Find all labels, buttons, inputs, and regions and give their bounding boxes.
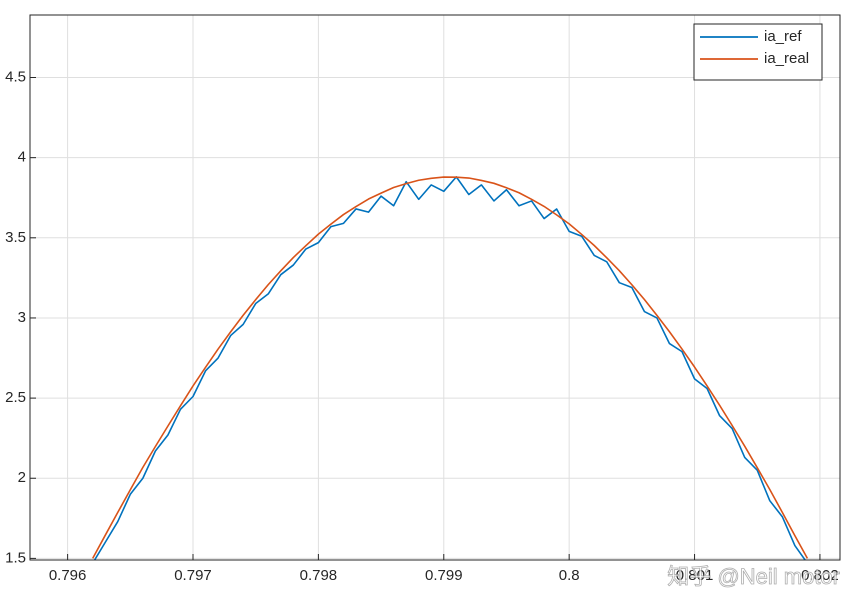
x-tick-label: 0.799: [425, 567, 463, 584]
x-tick-label: 0.8: [559, 567, 580, 584]
legend-box: [693, 23, 823, 81]
plot-area: [30, 15, 840, 560]
x-tick-label: 0.798: [300, 567, 338, 584]
series-line: [93, 176, 807, 560]
x-tick-label: 0.797: [174, 567, 212, 584]
watermark: 知乎 @Neil motor: [667, 564, 840, 589]
axes-box: [29, 14, 841, 561]
x-tick-label: 0.801: [676, 567, 714, 584]
y-tick-label: 1.5: [5, 549, 26, 566]
x-tick-label: 0.796: [49, 567, 87, 584]
y-tick-label: 3.5: [5, 229, 26, 246]
y-tick-label: 4.5: [5, 68, 26, 85]
y-tick-label: 2.5: [5, 389, 26, 406]
plot-lines: [91, 176, 809, 560]
y-tick-label: 2: [18, 469, 26, 486]
y-tick-label: 4: [18, 149, 26, 166]
series-line: [91, 176, 809, 559]
legend-label: ia_real: [764, 50, 809, 67]
y-tick-label: 3: [18, 309, 26, 326]
legend-label: ia_ref: [764, 28, 802, 45]
x-tick-label: 0.802: [801, 567, 839, 584]
